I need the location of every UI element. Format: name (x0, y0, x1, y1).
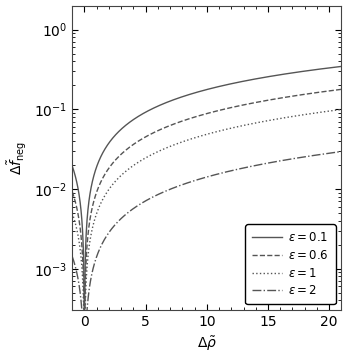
X-axis label: $\Delta\tilde{\rho}$: $\Delta\tilde{\rho}$ (197, 335, 217, 354)
$\varepsilon = 2$ (207, 174, 211, 178)
$\varepsilon = 0.1$ (207, 87, 211, 91)
$\varepsilon = 0.6$ (332, 88, 336, 93)
$\varepsilon = 2$ (332, 150, 336, 155)
$\varepsilon = 1$ (332, 108, 336, 113)
$\varepsilon = 0.1$ (339, 64, 344, 69)
$\varepsilon = 2$ (201, 176, 205, 180)
$\varepsilon = 1$ (95, 209, 100, 213)
$\varepsilon = 2$ (332, 150, 336, 155)
$\varepsilon = 0.1$ (201, 89, 205, 93)
$\varepsilon = 2$ (285, 158, 289, 162)
Legend: $\varepsilon = 0.1$, $\varepsilon = 0.6$, $\varepsilon = 1$, $\varepsilon = 2$: $\varepsilon = 0.1$, $\varepsilon = 0.6$… (245, 224, 336, 304)
$\varepsilon = 1$ (207, 131, 211, 136)
$\varepsilon = 0.1$ (332, 65, 336, 69)
$\varepsilon = 1$ (201, 133, 205, 137)
$\varepsilon = 0.6$ (339, 87, 344, 92)
Y-axis label: $\Delta\tilde{f}_{\mathrm{neg}}$: $\Delta\tilde{f}_{\mathrm{neg}}$ (6, 141, 28, 175)
Line: $\varepsilon = 2$: $\varepsilon = 2$ (84, 151, 341, 359)
Line: $\varepsilon = 0.1$: $\varepsilon = 0.1$ (84, 66, 341, 359)
$\varepsilon = 0.1$ (332, 65, 336, 70)
$\varepsilon = 2$ (339, 149, 344, 154)
$\varepsilon = 0.6$ (201, 113, 205, 117)
$\varepsilon = 0.1$ (95, 162, 100, 167)
$\varepsilon = 0.1$ (285, 71, 289, 76)
$\varepsilon = 2$ (95, 252, 100, 256)
$\varepsilon = 1$ (285, 115, 289, 120)
$\varepsilon = 0.6$ (285, 95, 289, 99)
$\varepsilon = 1$ (339, 107, 344, 112)
$\varepsilon = 0.6$ (332, 88, 336, 92)
Line: $\varepsilon = 0.6$: $\varepsilon = 0.6$ (84, 89, 341, 359)
Line: $\varepsilon = 1$: $\varepsilon = 1$ (84, 109, 341, 359)
$\varepsilon = 0.6$ (95, 187, 100, 192)
$\varepsilon = 1$ (332, 108, 336, 113)
$\varepsilon = 0.6$ (207, 111, 211, 115)
